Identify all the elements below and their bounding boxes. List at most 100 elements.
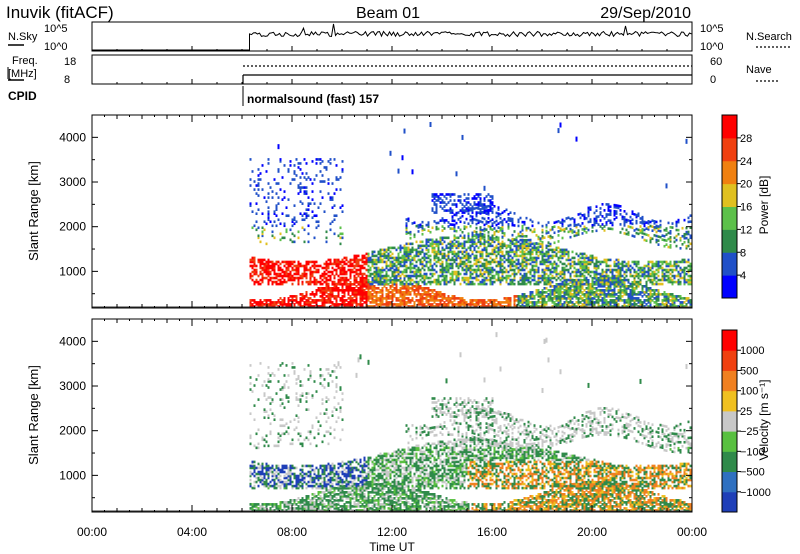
data-cell [451,272,454,276]
data-cell [467,282,470,286]
data-cell [315,278,318,282]
data-cell [431,250,434,254]
data-cell [649,293,652,296]
data-cell [271,301,274,304]
data-cell [265,301,268,304]
data-cell [429,260,432,264]
data-cell [547,274,550,278]
data-cell [499,248,502,252]
data-cell [425,291,428,294]
data-cell [551,299,554,302]
data-cell [453,297,456,300]
data-cell [431,303,434,306]
data-cell [265,270,268,274]
data-cell [471,272,474,276]
data-cell [341,258,344,262]
data-cell [689,299,692,302]
data-cell [613,278,616,282]
data-cell [387,301,390,304]
data-cell [275,214,278,218]
data-cell [583,276,586,280]
data-cell [521,295,524,298]
data-cell [663,238,666,242]
data-cell [443,254,446,258]
data-cell [479,230,482,233]
data-cell [447,250,450,254]
data-cell [585,266,588,270]
data-cell [419,246,422,250]
data-cell [377,276,380,280]
data-cell [303,186,306,189]
data-cell [523,272,526,276]
data-cell [667,237,670,241]
data-cell [491,240,494,244]
data-cell [437,242,440,246]
data-cell [641,301,644,304]
date-title: 29/Sep/2010 [600,5,691,22]
data-cell [343,266,346,270]
data-cell [251,210,254,213]
data-cell [563,262,566,266]
data-cell [287,301,290,304]
data-cell [547,276,550,280]
data-cell [477,219,480,223]
data-cell [559,303,562,306]
data-cell [287,260,290,264]
data-cell [651,260,654,264]
data-cell [423,278,426,282]
data-cell [409,276,412,280]
data-cell [559,229,562,232]
data-cell [375,303,378,306]
data-cell [425,293,428,296]
data-cell [415,268,418,272]
data-cell [435,199,438,202]
data-cell [505,250,508,254]
data-cell [543,252,546,256]
data-cell [483,299,486,302]
data-cell [407,248,410,252]
data-cell [439,299,442,302]
data-cell [501,305,504,308]
data-cell [361,276,364,280]
data-cell [629,282,632,286]
data-cell [365,282,368,286]
data-cell [279,266,282,270]
data-cell [249,264,252,268]
data-cell [441,238,444,242]
data-cell [579,295,582,298]
data-cell [411,274,414,278]
data-cell [421,250,424,254]
data-cell [411,262,414,266]
data-cell [435,264,438,268]
data-cell [647,228,650,231]
data-cell [401,287,404,290]
data-cell [399,299,402,302]
data-cell [249,303,252,306]
data-cell [567,303,570,306]
data-cell [449,207,452,210]
data-cell [265,262,268,266]
data-cell [623,303,626,306]
data-cell [507,225,510,228]
data-cell [491,252,494,256]
data-cell [581,303,584,306]
data-cell [617,280,620,284]
data-cell [269,299,272,302]
data-cell [453,203,456,206]
data-cell [545,280,548,284]
data-cell [421,287,424,290]
data-cell [529,268,532,272]
data-cell [257,305,260,308]
data-cell [445,203,448,206]
data-cell [509,239,512,243]
data-cell [587,256,590,260]
data-cell [481,262,484,266]
data-cell [267,210,270,213]
data-cell [533,278,536,282]
data-cell [345,289,348,292]
data-cell [323,276,326,280]
data-cell [507,238,510,242]
data-cell [427,289,430,292]
data-cell [321,305,324,308]
y-tick-label: 1000 [59,264,86,278]
